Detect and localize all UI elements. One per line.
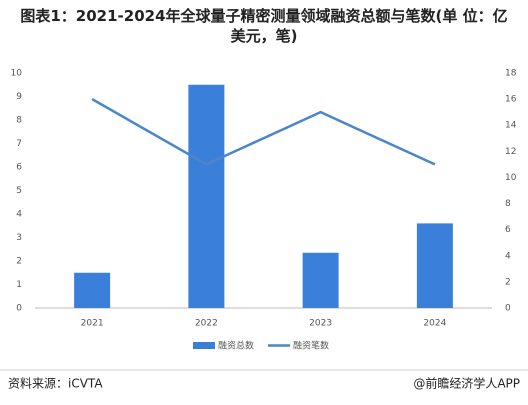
chart-title: 图表1：2021-2024年全球量子精密测量领域融资总额与笔数(单 位：亿美元，…	[20, 7, 508, 45]
y2-tick-label: 18	[505, 69, 517, 79]
line	[91, 98, 436, 166]
x-tick-label: 2023	[309, 319, 332, 329]
y-tick-label: 5	[16, 186, 22, 196]
legend-label: 融资总数	[218, 340, 254, 352]
y2-tick-label: 6	[505, 225, 511, 235]
bar	[416, 223, 453, 308]
y2-tick-label: 16	[505, 95, 517, 105]
source: 资料来源：iCVTA	[8, 377, 103, 391]
y-tick-label: 0	[16, 304, 22, 314]
y2-tick-label: 8	[505, 199, 511, 209]
y-tick-label: 2	[16, 257, 22, 267]
y2-tick-label: 4	[505, 251, 511, 261]
credit: @前瞻经济学人APP	[413, 376, 520, 391]
x-tick-label: 2024	[423, 319, 446, 329]
x-tick-label: 2021	[81, 319, 104, 329]
y2-tick-label: 0	[505, 304, 511, 314]
y-tick-label: 8	[16, 116, 22, 126]
y2-tick-label: 10	[505, 173, 517, 183]
y2-tick-label: 2	[505, 277, 511, 287]
legend-swatch	[193, 342, 215, 349]
legend-label: 融资笔数	[293, 340, 329, 352]
bar	[188, 84, 225, 308]
y-tick-label: 3	[16, 233, 22, 243]
bar	[302, 252, 339, 308]
x-tick-label: 2022	[195, 319, 218, 329]
y2-tick-label: 14	[505, 121, 517, 131]
y2-tick-label: 12	[505, 147, 516, 157]
y-tick-label: 1	[16, 280, 22, 290]
y-tick-label: 6	[16, 163, 22, 173]
y-tick-label: 10	[11, 69, 23, 79]
y-tick-label: 7	[16, 139, 22, 149]
y-tick-label: 4	[16, 210, 22, 220]
bar	[74, 272, 111, 308]
y-tick-label: 9	[16, 92, 22, 102]
